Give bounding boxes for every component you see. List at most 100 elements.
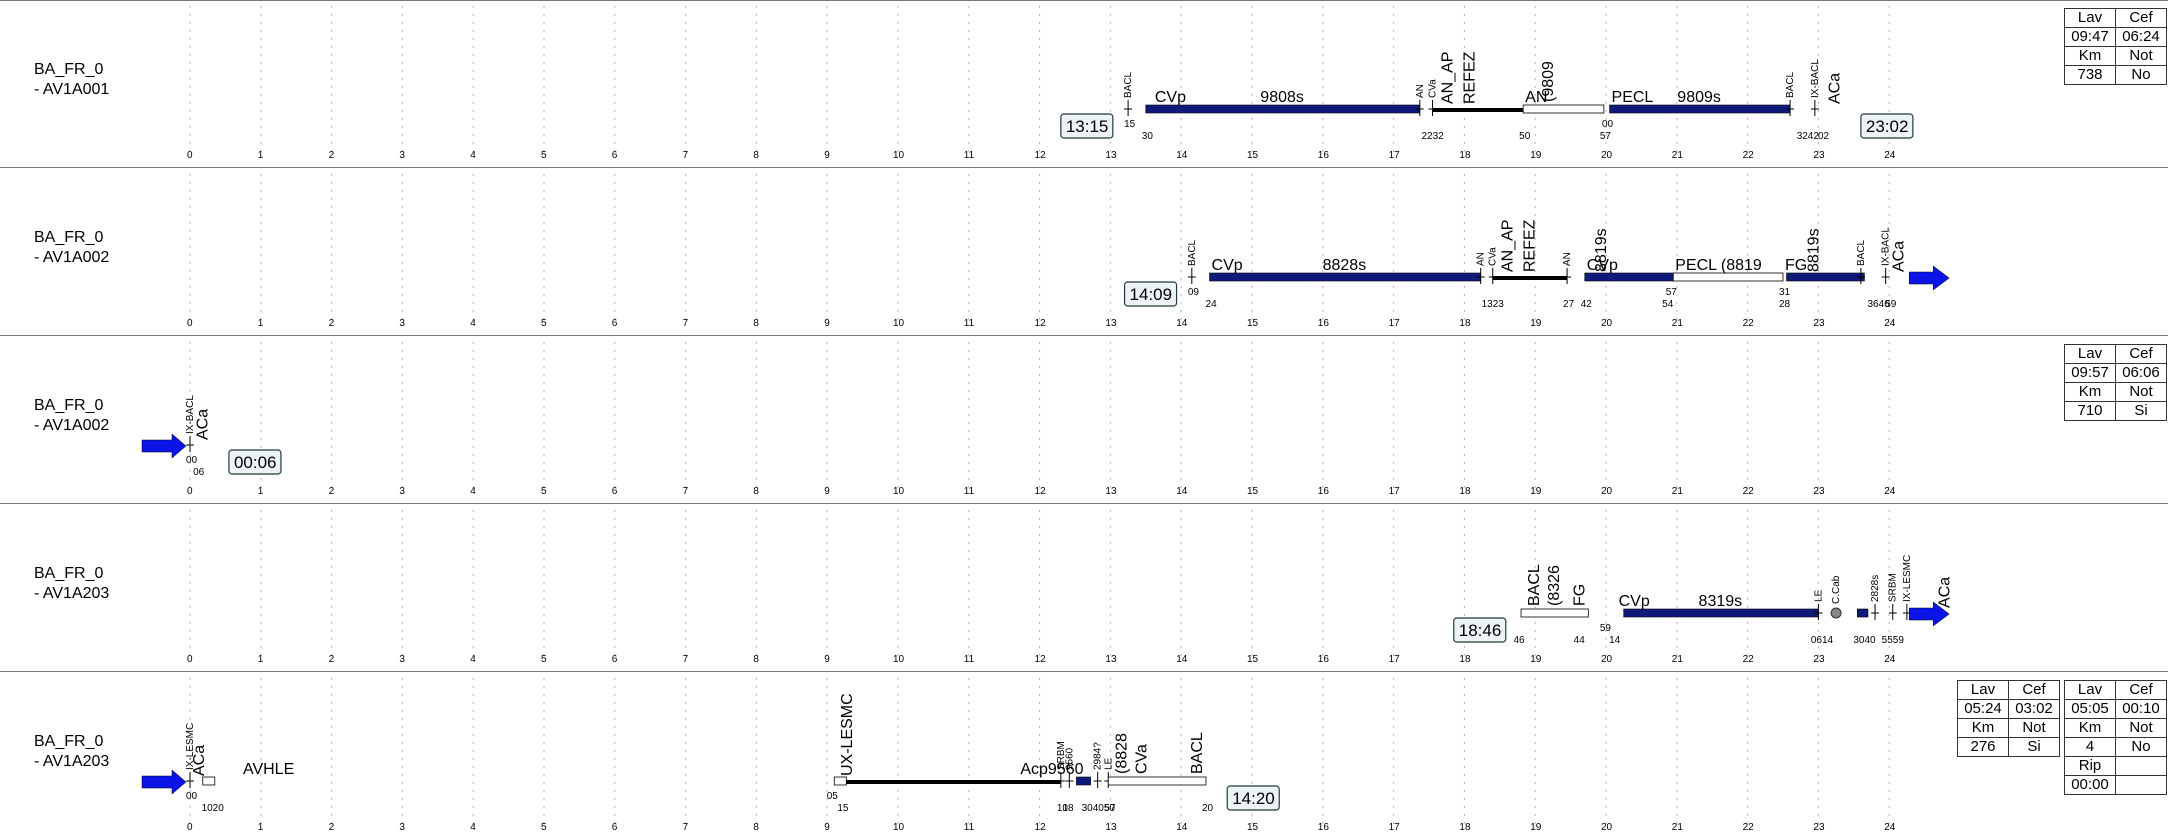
hour-tick-label: 16 <box>1318 822 1330 833</box>
event-vertical-label: IX-LESMC <box>1902 555 1913 602</box>
hour-tick-label: 24 <box>1884 318 1896 329</box>
hour-tick-label: 16 <box>1318 318 1330 329</box>
segment-vertical-label: ACa <box>1890 241 1907 272</box>
summary-cell: Km <box>2064 46 2116 66</box>
hour-tick-label: 7 <box>683 654 689 665</box>
hour-tick-label: 13 <box>1105 654 1117 665</box>
minute-label: 46 <box>1514 635 1526 646</box>
lane-subtitle: - AV1A203 <box>34 753 110 770</box>
lane-subtitle: - AV1A002 <box>34 417 110 434</box>
outline-bar[interactable] <box>1672 272 1784 282</box>
segment-vertical-label: ACa <box>1827 73 1844 104</box>
outline-bar[interactable] <box>833 776 847 786</box>
hour-tick-label: 21 <box>1672 318 1684 329</box>
hour-tick-label: 17 <box>1389 822 1401 833</box>
minute-label: 31 <box>1779 287 1791 298</box>
idle-bar[interactable] <box>1492 276 1568 280</box>
outline-bar[interactable] <box>1522 104 1605 114</box>
event-marker[interactable] <box>1830 607 1842 619</box>
summary-cell: 00:00 <box>2064 775 2116 795</box>
hour-tick-label: 19 <box>1530 318 1542 329</box>
service-bar[interactable] <box>1609 104 1791 114</box>
hour-tick-label: 22 <box>1743 822 1755 833</box>
service-bar[interactable] <box>1623 608 1819 618</box>
service-bar[interactable] <box>1857 608 1869 618</box>
lane-subtitle: - AV1A001 <box>34 81 110 98</box>
summary-row: 00:00 <box>2064 775 2167 795</box>
service-bar[interactable] <box>1209 272 1481 282</box>
hour-tick-label: 1 <box>258 822 264 833</box>
hour-tick-label: 5 <box>541 486 547 497</box>
idle-bar[interactable] <box>846 780 1061 784</box>
minute-label: 3040 <box>1853 635 1876 646</box>
hour-tick-label: 15 <box>1247 654 1259 665</box>
minute-label: 0614 <box>1811 635 1834 646</box>
minute-label: 5559 <box>1882 635 1905 646</box>
hour-tick-label: 16 <box>1318 654 1330 665</box>
minute-label: 28 <box>1779 299 1791 310</box>
summary-cell: Si <box>2008 737 2060 757</box>
minute-label: 2232 <box>1421 131 1444 142</box>
lane-label: BA_FR_0 - AV1A203 <box>34 564 109 604</box>
hour-tick-label: 12 <box>1035 654 1047 665</box>
summary-table: Lav Cef 09:57 06:06 Km Not 710 Si <box>2064 344 2167 421</box>
summary-row: 09:47 06:24 <box>2064 27 2167 47</box>
hour-tick-label: 22 <box>1743 654 1755 665</box>
idle-vertical-label: AN_AP <box>1440 52 1457 104</box>
hour-tick-label: 9 <box>824 486 830 497</box>
minute-label: 00 <box>186 791 198 802</box>
hour-tick-label: 19 <box>1530 654 1542 665</box>
summary-row: 276 Si <box>1957 737 2060 757</box>
minute-label: 54 <box>1662 299 1674 310</box>
minute-label: 15 <box>1124 119 1136 130</box>
minute-label: 57 <box>1104 803 1116 814</box>
hour-tick-label: 8 <box>753 150 759 161</box>
hour-tick-label: 7 <box>683 150 689 161</box>
hour-tick-label: 12 <box>1035 486 1047 497</box>
summary-cell <box>2115 756 2167 776</box>
hour-tick-label: 23 <box>1813 822 1825 833</box>
summary-cell: 710 <box>2064 401 2116 421</box>
hour-tick-label: 14 <box>1176 486 1188 497</box>
outline-bar[interactable] <box>202 776 216 786</box>
summary-cell: Si <box>2115 401 2167 421</box>
summary-cell <box>2115 775 2167 795</box>
hour-tick-label: 4 <box>470 150 476 161</box>
summary-cell: 276 <box>1957 737 2009 757</box>
continuation-in-arrow <box>141 769 187 795</box>
hour-tick-label: 6 <box>612 822 618 833</box>
segment-vertical-label: ACa <box>191 745 208 776</box>
hour-tick-label: 23 <box>1813 318 1825 329</box>
segment-label: CVp <box>1155 89 1186 106</box>
summary-cell: Not <box>2115 718 2167 738</box>
hour-tick-label: 4 <box>470 654 476 665</box>
hour-tick-label: 0 <box>187 150 193 161</box>
service-bar[interactable] <box>1786 272 1865 282</box>
idle-bar[interactable] <box>1432 108 1524 112</box>
summary-cell: Cef <box>2115 344 2167 364</box>
summary-cell: Lav <box>2064 344 2116 364</box>
minute-label: 57 <box>1666 287 1678 298</box>
hour-tick-label: 0 <box>187 822 193 833</box>
summary-table: Lav Cef 05:24 03:02 Km Not 276 Si <box>1957 680 2060 757</box>
outline-bar[interactable] <box>1107 776 1207 786</box>
hour-tick-label: 16 <box>1318 150 1330 161</box>
event-vertical-label: CVa <box>1488 247 1499 266</box>
hour-tick-label: 20 <box>1601 654 1613 665</box>
hour-tick-label: 1 <box>258 318 264 329</box>
hour-tick-label: 15 <box>1247 318 1259 329</box>
event-vertical-label: IX-BACL <box>1881 227 1892 266</box>
segment-vertical-label: ACa <box>1936 577 1953 608</box>
event-vertical-label: CVa <box>1428 79 1439 98</box>
hour-tick-label: 11 <box>964 486 975 497</box>
service-bar[interactable] <box>1076 776 1091 786</box>
hour-tick-label: 5 <box>541 318 547 329</box>
event-vertical-label: SRBM <box>1888 573 1899 602</box>
summary-cell: 09:47 <box>2064 27 2116 47</box>
service-bar[interactable] <box>1145 104 1421 114</box>
hour-tick-label: 14 <box>1176 654 1188 665</box>
minute-label: 02 <box>1818 131 1830 142</box>
service-bar[interactable] <box>1584 272 1674 282</box>
continuation-out-arrow <box>1908 601 1950 627</box>
outline-bar[interactable] <box>1520 608 1589 618</box>
